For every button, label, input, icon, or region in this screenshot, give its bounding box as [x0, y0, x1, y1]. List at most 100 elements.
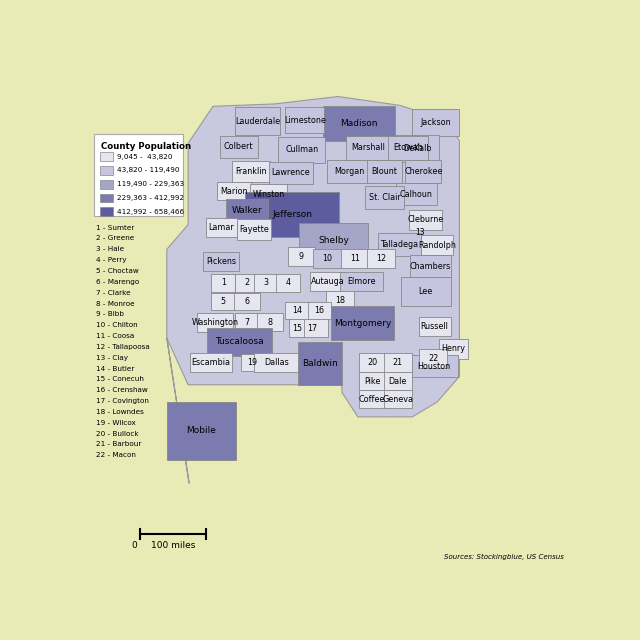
Bar	[346, 136, 390, 159]
Text: Franklin: Franklin	[236, 167, 267, 176]
Text: 20: 20	[367, 358, 377, 367]
Bar	[285, 108, 324, 133]
Text: 4 - Perry: 4 - Perry	[96, 257, 126, 263]
Bar	[220, 136, 257, 157]
Text: Henry: Henry	[442, 344, 465, 353]
Text: 11 - Coosa: 11 - Coosa	[96, 333, 134, 339]
Bar	[367, 160, 402, 183]
Text: 2 - Greene: 2 - Greene	[96, 236, 134, 241]
Bar	[100, 180, 113, 189]
Bar	[359, 372, 385, 390]
Text: Lawrence: Lawrence	[271, 168, 310, 177]
Text: 229,363 - 412,992: 229,363 - 412,992	[116, 195, 184, 201]
Text: 7 - Clarke: 7 - Clarke	[96, 290, 131, 296]
Text: 119,490 - 229,363: 119,490 - 229,363	[116, 181, 184, 188]
Text: 9: 9	[299, 252, 304, 261]
Bar	[100, 207, 113, 216]
Bar	[217, 182, 251, 200]
Text: 21 - Barbour: 21 - Barbour	[96, 442, 141, 447]
Text: Montgomery: Montgomery	[334, 319, 392, 328]
Text: 12: 12	[376, 253, 386, 262]
Text: 8: 8	[268, 317, 273, 326]
Text: 412,992 - 658,466: 412,992 - 658,466	[116, 209, 184, 215]
Bar	[419, 349, 447, 368]
Text: 7: 7	[244, 317, 250, 326]
Text: Elmore: Elmore	[347, 277, 376, 286]
Bar	[100, 193, 113, 202]
Bar	[359, 390, 385, 408]
Bar	[269, 161, 312, 184]
Text: Winston: Winston	[252, 189, 285, 198]
Text: Cleburne: Cleburne	[407, 215, 444, 224]
Text: 16 - Crenshaw: 16 - Crenshaw	[96, 387, 148, 393]
Bar	[203, 252, 239, 271]
Polygon shape	[167, 97, 460, 483]
Text: St. Clair: St. Clair	[369, 193, 401, 202]
Text: 6 - Marengo: 6 - Marengo	[96, 279, 139, 285]
Text: Chambers: Chambers	[410, 262, 451, 271]
Text: 16: 16	[315, 306, 324, 315]
Text: Randolph: Randolph	[418, 241, 456, 250]
Bar	[285, 301, 308, 319]
Text: 14: 14	[292, 306, 301, 315]
Bar	[207, 328, 272, 356]
Text: Talladega: Talladega	[380, 240, 419, 249]
Bar	[323, 106, 396, 141]
Bar	[326, 291, 355, 310]
Bar	[254, 353, 299, 372]
Bar	[226, 198, 269, 223]
Bar	[257, 314, 283, 331]
Text: 19 - Wilcox: 19 - Wilcox	[96, 420, 136, 426]
Bar	[253, 274, 277, 292]
Bar	[232, 161, 270, 182]
Text: 17 - Covington: 17 - Covington	[96, 398, 148, 404]
Bar	[388, 136, 428, 159]
Text: Etowah: Etowah	[393, 143, 422, 152]
Text: Morgan: Morgan	[334, 167, 364, 176]
Text: 15: 15	[292, 324, 302, 333]
Bar	[419, 317, 451, 335]
Text: 19: 19	[248, 358, 258, 367]
Text: 10: 10	[323, 253, 333, 262]
Text: 5 - Choctaw: 5 - Choctaw	[96, 268, 139, 274]
Text: 17: 17	[307, 324, 317, 333]
Bar	[245, 192, 339, 237]
Bar	[300, 223, 367, 258]
Bar	[308, 301, 332, 319]
Bar	[312, 249, 342, 268]
Bar	[211, 274, 236, 292]
Bar	[276, 274, 300, 292]
Bar	[211, 292, 236, 310]
Text: Marion: Marion	[220, 187, 248, 196]
Text: Madison: Madison	[340, 119, 378, 128]
Bar	[206, 218, 237, 237]
Text: 5: 5	[221, 297, 226, 306]
Text: Shelby: Shelby	[318, 236, 349, 245]
Text: 9 - Bibb: 9 - Bibb	[96, 312, 124, 317]
Text: Dallas: Dallas	[264, 358, 289, 367]
Text: 22: 22	[428, 354, 438, 363]
Bar	[383, 353, 412, 372]
Text: Washington: Washington	[191, 317, 239, 326]
Bar	[235, 274, 259, 292]
Bar	[289, 319, 304, 337]
Bar	[298, 342, 342, 385]
Text: 12 - Tallapoosa: 12 - Tallapoosa	[96, 344, 150, 350]
Text: Marshall: Marshall	[351, 143, 385, 152]
Text: Limestone: Limestone	[284, 116, 326, 125]
Bar	[367, 249, 396, 268]
Bar	[365, 186, 404, 209]
Bar	[278, 137, 325, 163]
Text: 20 - Bullock: 20 - Bullock	[96, 431, 138, 436]
Text: 18 - Lowndes: 18 - Lowndes	[96, 409, 144, 415]
Text: 14 - Butler: 14 - Butler	[96, 365, 134, 372]
Bar	[421, 236, 453, 255]
Text: DeKalb: DeKalb	[403, 144, 431, 153]
FancyBboxPatch shape	[94, 134, 183, 216]
Text: County Population: County Population	[101, 142, 191, 151]
Bar	[310, 272, 346, 291]
Bar	[189, 353, 232, 372]
Text: Mobile: Mobile	[187, 426, 216, 435]
Text: Autauga: Autauga	[310, 277, 344, 286]
Bar	[340, 272, 383, 291]
